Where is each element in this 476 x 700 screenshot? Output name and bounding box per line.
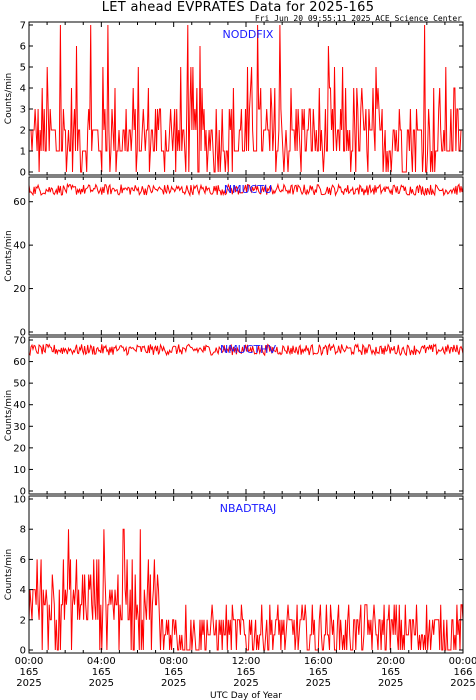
- y-tick-label: 60: [13, 357, 26, 368]
- y-tick-label: 40: [13, 400, 26, 411]
- x-tick-label-day: 166: [453, 667, 472, 678]
- y-tick-label: 40: [13, 241, 26, 252]
- y-tick-label: 3: [20, 105, 26, 116]
- x-tick-label-day: 165: [19, 667, 38, 678]
- x-tick-label-year: 2025: [161, 678, 186, 689]
- x-tick-label-time: 00:00: [449, 656, 476, 667]
- panel-label: NBADTRAJ: [220, 502, 276, 515]
- x-tick-label-time: 20:00: [376, 656, 405, 667]
- y-tick-label: 50: [13, 379, 26, 390]
- x-tick-label-time: 00:00: [15, 656, 44, 667]
- x-tick-label-day: 165: [164, 667, 183, 678]
- series-line-nmuctu: [28, 182, 464, 198]
- y-axis-label: Counts/min: [4, 549, 14, 600]
- panel-label: NMUCTU: [224, 183, 272, 196]
- y-tick-label: 60: [13, 197, 26, 208]
- y-tick-label: 10: [13, 465, 26, 476]
- y-tick-label: 6: [20, 555, 26, 566]
- y-tick-label: 0: [20, 646, 26, 657]
- y-tick-label: 2: [20, 615, 26, 626]
- y-axis-label: Counts/min: [4, 73, 14, 124]
- x-tick-label-year: 2025: [306, 678, 331, 689]
- chart-title: LET ahead EVPRATES Data for 2025-165: [101, 0, 375, 15]
- x-tick-label-time: 16:00: [304, 656, 333, 667]
- panel-frame: [28, 336, 464, 495]
- x-tick-label-time: 04:00: [87, 656, 116, 667]
- panel-label: NMUCTHV: [220, 343, 276, 356]
- y-tick-label: 8: [20, 525, 26, 536]
- x-tick-label-time: 12:00: [232, 656, 261, 667]
- x-axis-label: UTC Day of Year: [210, 691, 282, 700]
- x-tick-label-year: 2025: [378, 678, 403, 689]
- timestamp: Fri Jun 20 09:55:11 2025 ACE Science Cen…: [254, 14, 462, 23]
- y-axis-label: Counts/min: [4, 390, 14, 441]
- y-tick-label: 0: [20, 168, 26, 179]
- series-line-nmucthv: [28, 342, 464, 357]
- x-tick-label-day: 165: [92, 667, 111, 678]
- y-tick-label: 10: [13, 495, 26, 506]
- y-tick-label: 5: [20, 63, 26, 74]
- x-tick-label-time: 08:00: [159, 656, 188, 667]
- x-tick-label-year: 2025: [89, 678, 114, 689]
- y-tick-label: 6: [20, 42, 26, 53]
- y-tick-label: 0: [20, 328, 26, 339]
- y-tick-label: 1: [20, 147, 26, 158]
- y-tick-label: 20: [13, 284, 26, 295]
- x-tick-label-year: 2025: [233, 678, 258, 689]
- y-tick-label: 20: [13, 443, 26, 454]
- x-tick-label-day: 165: [381, 667, 400, 678]
- series-line-noddfix: [29, 24, 463, 173]
- panel-label: NODDFIX: [223, 28, 274, 41]
- y-tick-label: 7: [20, 21, 26, 32]
- y-tick-label: 30: [13, 422, 26, 433]
- x-tick-label-day: 165: [236, 667, 255, 678]
- y-axis-label: Counts/min: [4, 230, 14, 281]
- series-line-nbadtraj: [28, 528, 464, 651]
- y-tick-label: 4: [20, 84, 26, 95]
- y-tick-label: 0: [20, 487, 26, 498]
- x-tick-label-year: 2025: [450, 678, 475, 689]
- x-tick-label-year: 2025: [16, 678, 41, 689]
- y-tick-label: 4: [20, 585, 26, 596]
- panel-frame: [28, 176, 464, 336]
- panel-frame: [28, 21, 464, 176]
- x-tick-label-day: 165: [309, 667, 328, 678]
- y-tick-label: 70: [13, 336, 26, 347]
- y-tick-label: 2: [20, 126, 26, 137]
